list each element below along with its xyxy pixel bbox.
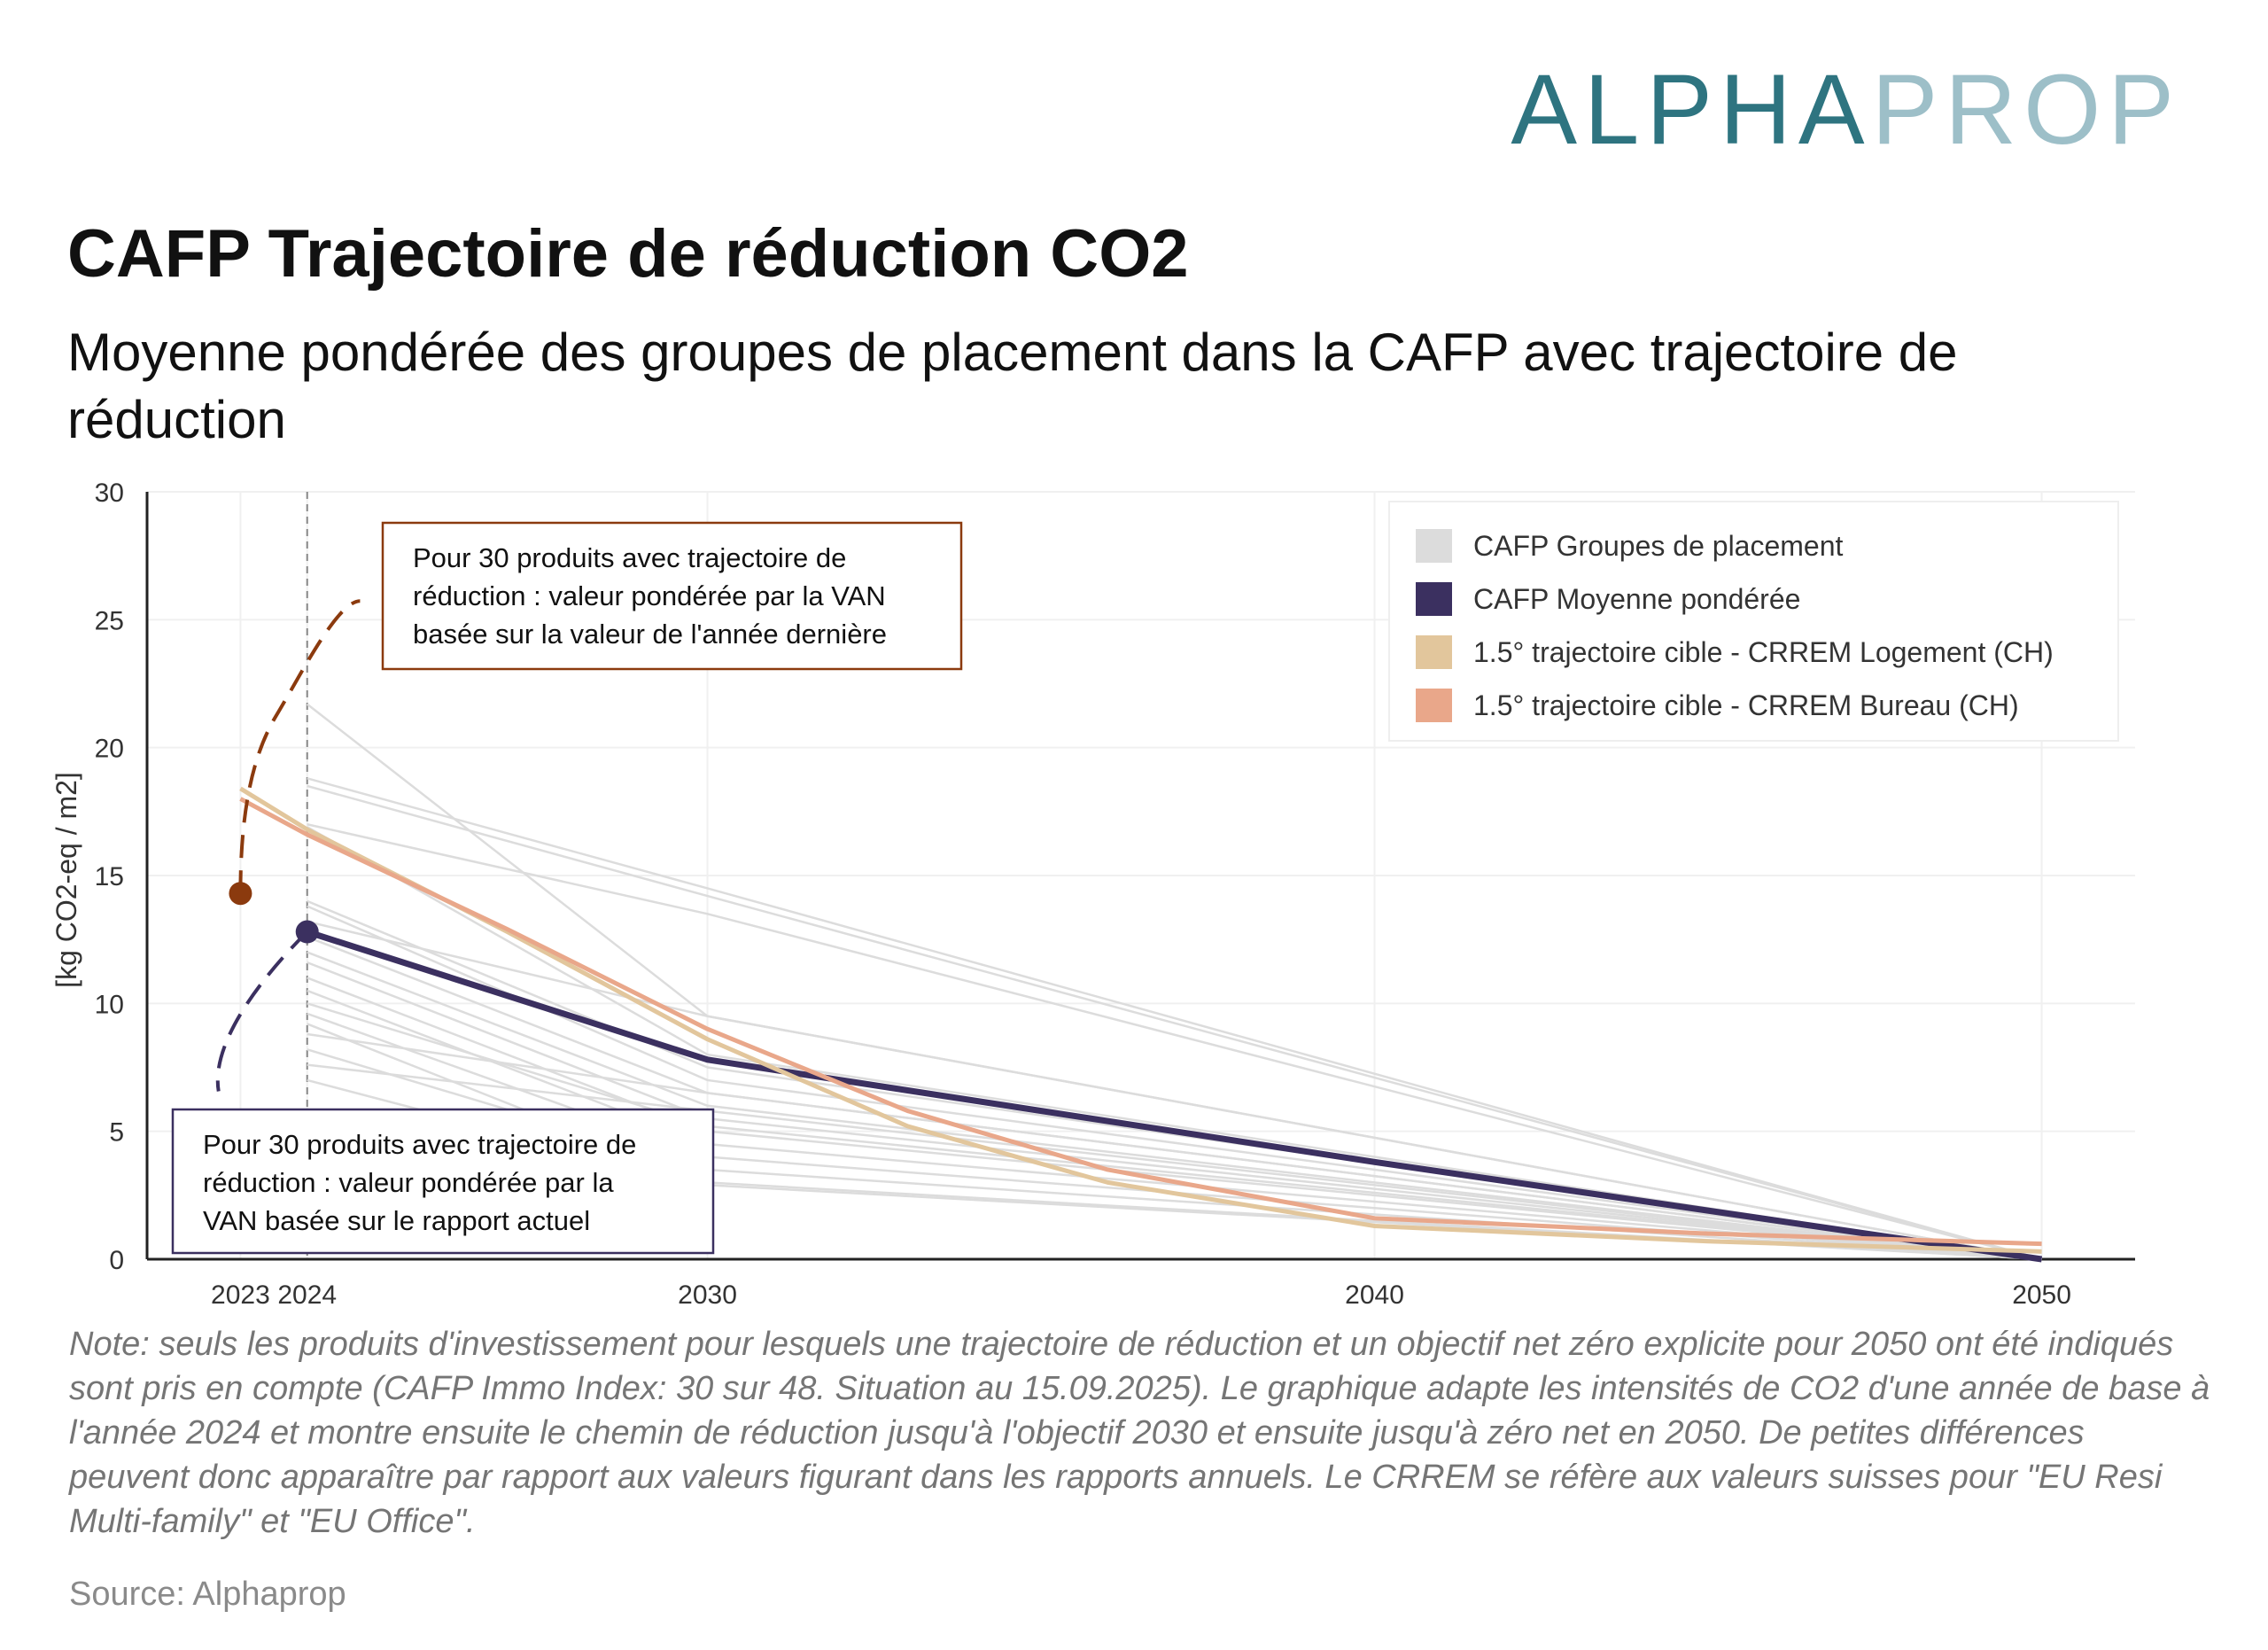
group-line — [307, 951, 2042, 1261]
annotation-text: Pour 30 produits avec trajectoire de — [413, 542, 846, 573]
chart-subtitle: Moyenne pondérée des groupes de placemen… — [67, 323, 1958, 382]
group-line — [307, 777, 2042, 1261]
x-tick-label: 2030 — [678, 1280, 737, 1310]
group-line — [307, 920, 2042, 1261]
legend-swatch — [1416, 635, 1452, 669]
chart-title: CAFP Trajectoire de réduction CO2 — [67, 216, 1189, 292]
group-line — [307, 1032, 2042, 1261]
x-tick-label: 2050 — [2012, 1280, 2071, 1310]
y-tick-label: 20 — [95, 735, 124, 764]
legend-label: 1.5° trajectoire cible - CRREM Bureau (C… — [1473, 689, 2019, 721]
annotation-text: basée sur la valeur de l'année dernière — [413, 619, 887, 650]
annotation-text: Pour 30 produits avec trajectoire de — [203, 1129, 636, 1160]
annotation-box — [381, 521, 963, 671]
annotation-box — [171, 1108, 715, 1255]
legend-label: 1.5° trajectoire cible - CRREM Logement … — [1473, 636, 2054, 668]
legend-swatch — [1416, 529, 1452, 563]
group-line — [307, 784, 2042, 1261]
chart-subtitle: réduction — [67, 390, 286, 449]
group-line — [307, 826, 2042, 1261]
logo-part: PROP — [1872, 54, 2181, 165]
legend-label: CAFP Moyenne pondérée — [1473, 583, 1800, 615]
x-tick-label: 2040 — [1345, 1280, 1404, 1310]
y-axis-label: [kg CO2-eq / m2] — [50, 772, 82, 988]
annotation-text: réduction : valeur pondérée par la — [203, 1167, 614, 1198]
series-line — [306, 929, 2043, 1263]
y-tick-label: 15 — [95, 862, 124, 891]
annotation-text: réduction : valeur pondérée par la VAN — [413, 580, 886, 611]
y-tick-label: 0 — [109, 1246, 124, 1275]
logo-part: ALPHA — [1511, 54, 1871, 165]
x-tick-label: 2024 — [277, 1280, 337, 1310]
y-tick-label: 30 — [95, 479, 124, 508]
logo: ALPHAPROP — [1511, 54, 2181, 165]
legend-label: CAFP Groupes de placement — [1473, 530, 1844, 562]
legend-swatch — [1416, 689, 1452, 722]
source: Source: Alphaprop — [69, 1576, 346, 1613]
note: Note: seuls les produits d'investissemen… — [69, 1326, 2210, 1540]
annotation-point — [295, 920, 319, 944]
group-line — [307, 823, 2042, 1261]
series-line — [239, 786, 2042, 1254]
annotation-point — [229, 882, 252, 906]
annotation-text: VAN basée sur le rapport actuel — [203, 1205, 590, 1236]
y-tick-label: 25 — [95, 606, 124, 635]
x-tick-label: 2023 — [211, 1280, 270, 1310]
annotation-connector — [238, 599, 361, 894]
series-line — [239, 797, 2042, 1247]
legend-swatch — [1416, 582, 1452, 616]
y-tick-label: 5 — [109, 1118, 124, 1148]
chart: ALPHAPROP CAFP Trajectoire de réduction … — [50, 54, 2181, 1310]
annotation-connector — [215, 930, 309, 1092]
y-tick-label: 10 — [95, 990, 124, 1019]
group-line — [307, 905, 2042, 1261]
legend-box — [1388, 501, 2119, 742]
